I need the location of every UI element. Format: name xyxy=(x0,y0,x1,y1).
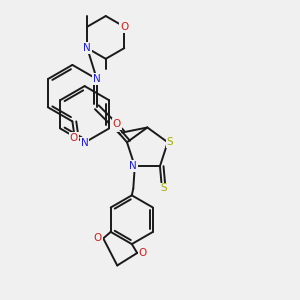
Text: O: O xyxy=(94,233,102,243)
Text: N: N xyxy=(129,161,137,171)
Text: O: O xyxy=(120,22,128,32)
Text: O: O xyxy=(112,119,121,129)
Text: S: S xyxy=(160,184,166,194)
Text: N: N xyxy=(81,138,88,148)
Text: N: N xyxy=(93,74,101,84)
Text: O: O xyxy=(70,133,78,143)
Text: S: S xyxy=(167,137,173,147)
Text: O: O xyxy=(138,248,147,258)
Text: H: H xyxy=(111,121,119,131)
Text: N: N xyxy=(83,43,91,53)
